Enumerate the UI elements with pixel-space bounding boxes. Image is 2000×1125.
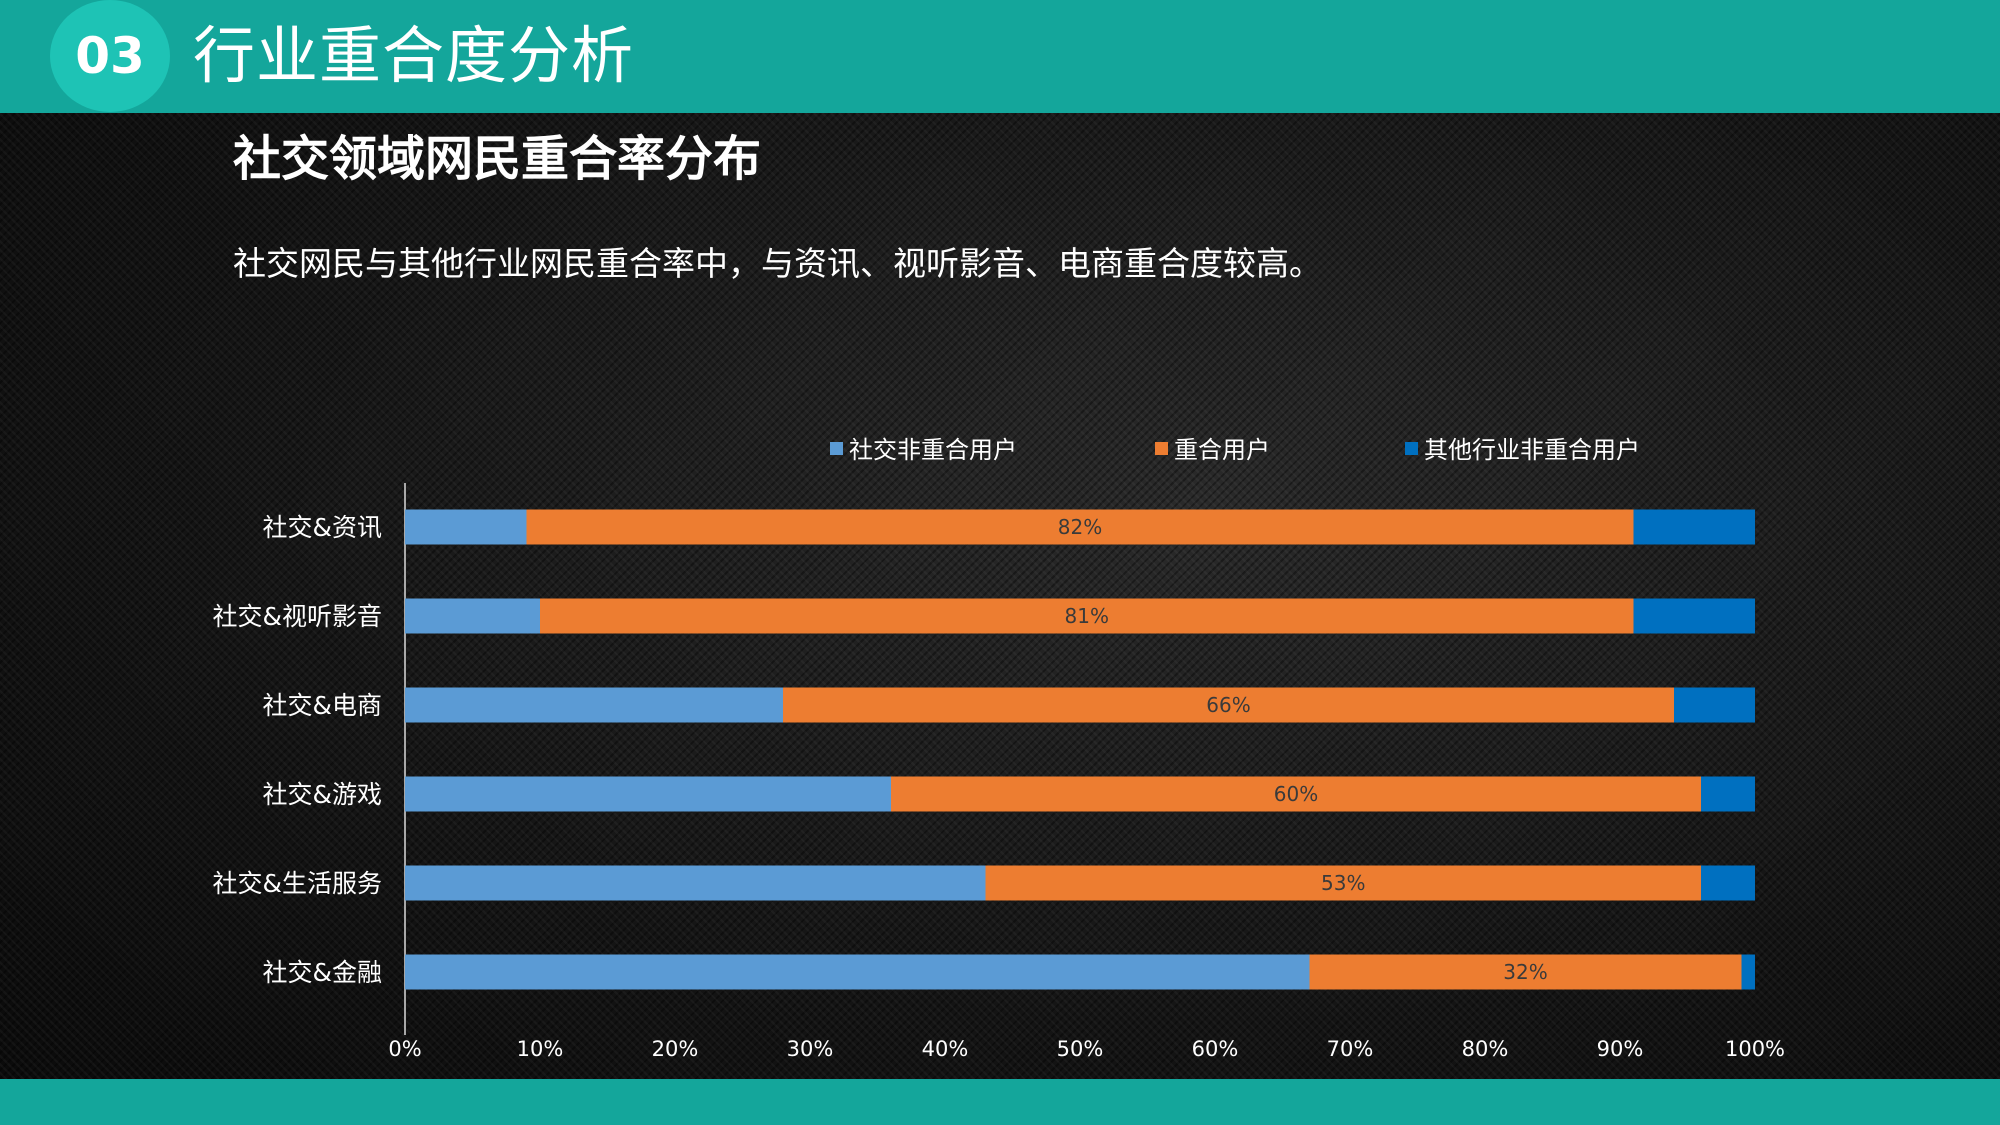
category-label: 社交&视听影音 [213, 602, 383, 631]
bar-segment [891, 776, 1701, 812]
x-tick-label: 50% [1057, 1037, 1104, 1061]
bar-segment [526, 509, 1634, 545]
x-tick-label: 30% [787, 1037, 834, 1061]
legend-swatch [1155, 442, 1168, 455]
category-label: 社交&生活服务 [213, 869, 383, 898]
data-label: 53% [1321, 871, 1365, 895]
bar-segment [1674, 687, 1755, 723]
bar-segment [1633, 598, 1755, 634]
header-bar: 03 行业重合度分析 [0, 0, 2000, 113]
category-label: 社交&金融 [263, 958, 383, 987]
x-tick-label: 10% [517, 1037, 564, 1061]
legend-label: 重合用户 [1174, 436, 1270, 464]
section-title: 社交领域网民重合率分布 [233, 131, 762, 187]
section-number-badge: 03 [50, 0, 170, 112]
x-tick-label: 0% [388, 1037, 421, 1061]
bar-segment [405, 687, 783, 723]
bar-segment [405, 509, 527, 545]
bar-segment [405, 776, 891, 812]
x-tick-label: 80% [1462, 1037, 1509, 1061]
category-label: 社交&资讯 [263, 513, 383, 542]
bar-segment [1701, 776, 1755, 812]
bar-segment [540, 598, 1634, 634]
stacked-bar-chart: 社交非重合用户 重合用户 其他行业非重合用户 82% 社交&资讯 81% 社交&视听影音 66… [213, 436, 1786, 1061]
x-tick-label: 20% [652, 1037, 699, 1061]
data-label: 60% [1274, 782, 1318, 806]
x-tick-label: 70% [1327, 1037, 1374, 1061]
bar-segment [405, 865, 986, 901]
data-label: 82% [1058, 515, 1102, 539]
legend-label: 其他行业非重合用户 [1424, 436, 1640, 464]
bar-segment [783, 687, 1674, 723]
bar-segment [405, 954, 1310, 990]
bar-segment [1633, 509, 1755, 545]
data-label: 81% [1065, 604, 1109, 628]
chart-description: 社交网民与其他行业网民重合率中，与资讯、视听影音、电商重合度较高。 [233, 244, 1322, 283]
footer-bar [0, 1079, 2000, 1125]
legend-swatch [830, 442, 843, 455]
x-tick-label: 100% [1725, 1037, 1785, 1061]
data-label: 32% [1503, 960, 1547, 984]
page-title: 行业重合度分析 [193, 19, 635, 92]
x-tick-label: 60% [1192, 1037, 1239, 1061]
legend-swatch [1405, 442, 1418, 455]
x-tick-label: 90% [1597, 1037, 1644, 1061]
bar-segment [1701, 865, 1755, 901]
bar-segment [985, 865, 1701, 901]
bar-segment [1741, 954, 1755, 990]
legend-label: 社交非重合用户 [849, 436, 1017, 464]
category-label: 社交&游戏 [263, 780, 383, 809]
category-label: 社交&电商 [263, 691, 383, 720]
x-tick-label: 40% [922, 1037, 969, 1061]
bar-segment [1309, 954, 1742, 990]
bar-segment [405, 598, 540, 634]
data-label: 66% [1206, 693, 1250, 717]
